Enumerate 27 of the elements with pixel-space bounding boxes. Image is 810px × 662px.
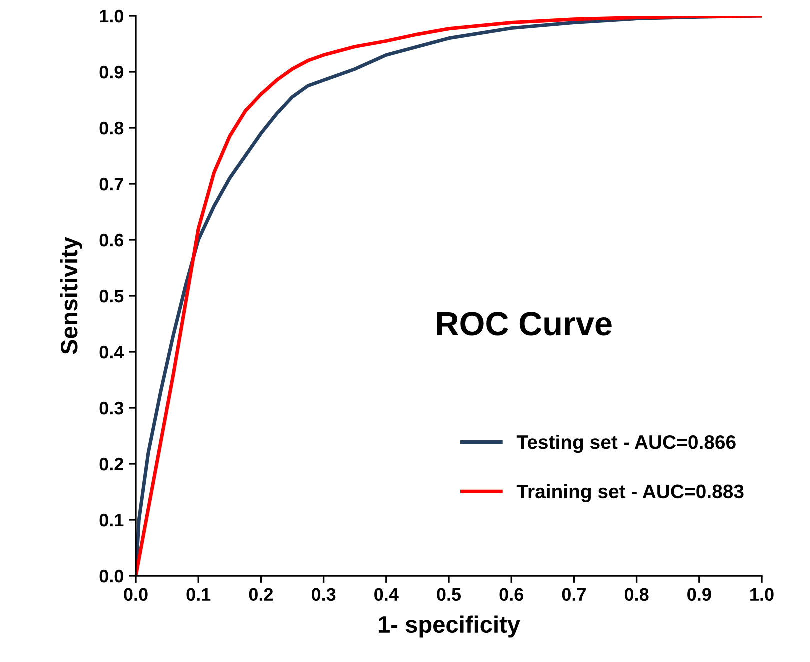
y-tick-label: 0.5 — [100, 290, 124, 303]
x-tick-label: 0.3 — [312, 588, 336, 602]
x-tick-label: 1.0 — [750, 588, 774, 602]
x-tick-label: 0.7 — [562, 588, 586, 602]
y-tick-label: 1.0 — [100, 10, 124, 23]
x-tick-label: 0.9 — [688, 588, 712, 602]
x-tick-label: 0.2 — [249, 588, 274, 602]
legend-label: Testing set - AUC=0.866 — [516, 434, 736, 454]
x-tick-label: 0.0 — [124, 588, 148, 602]
x-axis-title: 1- specificity — [378, 616, 520, 638]
y-tick-label: 0.9 — [100, 66, 124, 79]
x-tick-label: 0.1 — [186, 588, 211, 602]
y-tick-label: 0.2 — [100, 458, 124, 471]
y-tick-label: 0.1 — [100, 514, 124, 527]
y-tick-label: 0.7 — [100, 178, 124, 191]
x-tick-label: 0.6 — [500, 588, 524, 602]
y-tick-label: 0.3 — [100, 402, 124, 415]
y-axis-title: Sensitivity — [60, 237, 82, 354]
x-tick-label: 0.8 — [624, 588, 649, 602]
y-tick-label: 0.4 — [100, 346, 124, 359]
legend-label: Training set - AUC=0.883 — [516, 484, 744, 502]
text: ROC Curve — [437, 312, 612, 336]
x-tick-label: 0.4 — [374, 588, 399, 602]
y-tick-label: 0.0 — [100, 570, 124, 583]
y-tick-label: 0.6 — [100, 234, 124, 247]
y-tick-label: 0.8 — [100, 122, 124, 135]
x-tick-label: 0.5 — [437, 588, 462, 602]
